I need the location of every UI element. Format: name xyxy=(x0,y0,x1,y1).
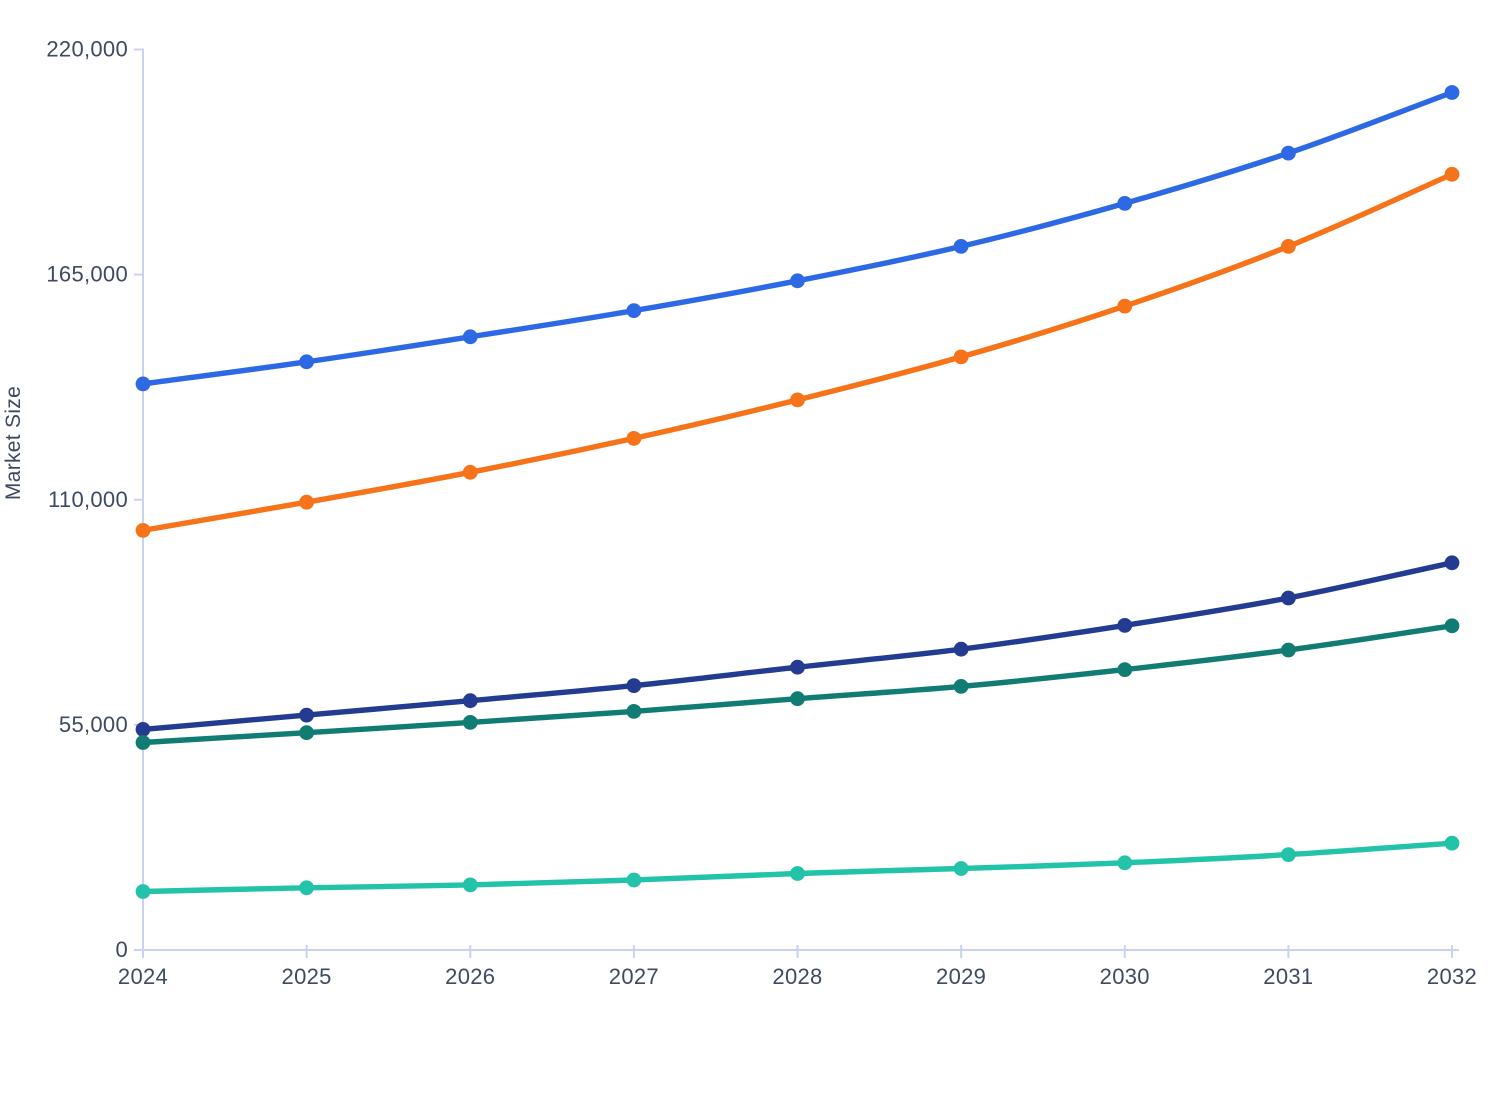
x-tick-label: 2031 xyxy=(1263,964,1313,989)
series-2-data-point xyxy=(135,523,151,538)
series-1-data-point xyxy=(1281,145,1296,161)
series-2-data-point xyxy=(790,392,805,408)
y-tick-label: 165,000 xyxy=(46,262,128,287)
x-tick-label: 2027 xyxy=(609,964,659,989)
series-5-data-point xyxy=(135,884,151,899)
series-1-data-point xyxy=(135,376,151,392)
x-tick-label: 2030 xyxy=(1100,964,1150,989)
series-3-data-point xyxy=(953,641,969,657)
series-4-data-point xyxy=(1281,642,1296,658)
series-4-data-point xyxy=(626,704,642,719)
series-4-data-point xyxy=(135,735,151,750)
series-4-data-point xyxy=(1117,662,1133,677)
series-5-data-point xyxy=(1281,847,1296,862)
series-4-line xyxy=(140,623,1455,746)
series-1-data-point xyxy=(953,239,969,254)
x-tick-label: 2024 xyxy=(118,964,168,989)
series-4-data-point xyxy=(790,691,805,707)
x-tick-label: 2025 xyxy=(282,964,332,989)
series-2-data-point xyxy=(462,464,478,480)
series-3-data-point xyxy=(626,678,642,693)
series-2-data-point xyxy=(1117,298,1133,314)
series-3-data-point xyxy=(135,722,151,737)
series-1-data-point xyxy=(1117,196,1133,211)
y-tick-label: 220,000 xyxy=(46,37,128,62)
series-3-data-point xyxy=(462,693,478,709)
series-3-data-point xyxy=(1444,555,1460,571)
series-4-data-point xyxy=(299,725,314,741)
series-2-data-point xyxy=(1444,166,1460,182)
series-1-line xyxy=(140,89,1455,387)
series-3-data-point xyxy=(1281,590,1296,606)
x-tick-label: 2029 xyxy=(936,964,986,989)
series-2-data-point xyxy=(626,431,642,446)
series-4-data-point xyxy=(953,679,969,694)
y-tick-label: 55,000 xyxy=(59,712,128,737)
series-4-data-point xyxy=(462,715,478,730)
series-2-data-point xyxy=(953,349,969,365)
x-tick-label: 2032 xyxy=(1427,964,1477,989)
series-4-data-point xyxy=(1444,618,1460,634)
series-5-data-point xyxy=(953,861,969,876)
series-5-data-point xyxy=(299,880,314,896)
series-3-data-point xyxy=(1117,618,1133,633)
series-1-data-point xyxy=(626,303,642,318)
series-1-data-point xyxy=(462,329,478,345)
y-axis-title: Market Size xyxy=(2,386,25,500)
series-2-line xyxy=(140,171,1455,534)
series-3-data-point xyxy=(299,707,314,723)
x-tick-label: 2028 xyxy=(772,964,822,989)
series-2-data-point xyxy=(1281,239,1296,254)
series-5-data-point xyxy=(462,877,478,893)
series-1-data-point xyxy=(299,354,314,370)
series-5-data-point xyxy=(1444,835,1460,851)
series-5-data-point xyxy=(1117,855,1133,871)
series-5-data-point xyxy=(626,872,642,888)
series-1-data-point xyxy=(790,273,805,289)
series-3-data-point xyxy=(790,659,805,675)
series-1-data-point xyxy=(1444,85,1460,100)
y-tick-label: 110,000 xyxy=(48,487,128,512)
series-2-data-point xyxy=(299,494,314,510)
series-5-data-point xyxy=(790,866,805,881)
x-tick-label: 2026 xyxy=(445,964,495,989)
y-tick-label: 0 xyxy=(115,937,128,962)
